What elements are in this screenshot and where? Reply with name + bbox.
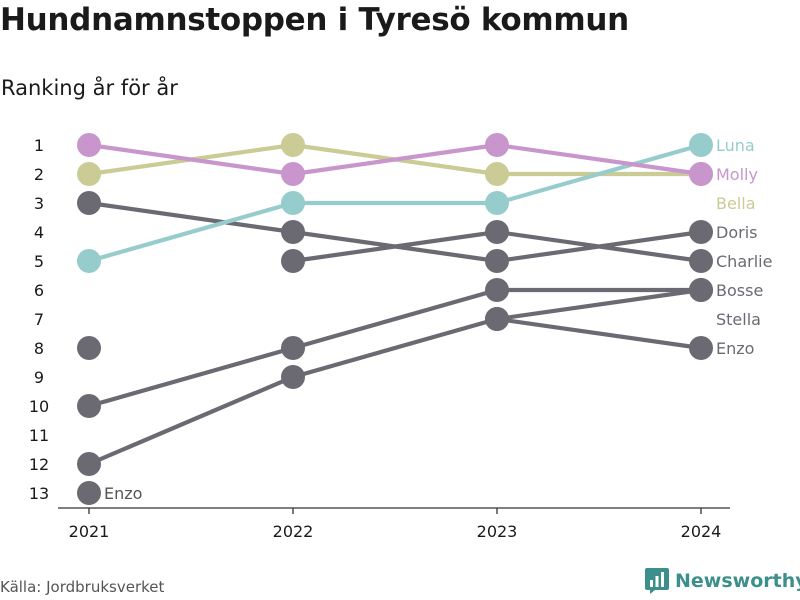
x-tick-label: 2022	[273, 522, 314, 541]
series-point	[485, 249, 509, 273]
series-point	[281, 365, 305, 389]
series-enzo	[77, 307, 713, 360]
series-point	[281, 220, 305, 244]
y-tick-label: 4	[34, 223, 44, 242]
series-point	[689, 278, 713, 302]
end-label-luna: Luna	[716, 136, 755, 155]
end-label-bosse: Bosse	[716, 281, 763, 300]
y-tick-label: 3	[34, 194, 44, 213]
series-point	[485, 307, 509, 331]
chart-title: Hundnamnstoppen i Tyresö kommun	[0, 2, 629, 38]
series-point	[689, 133, 713, 157]
x-axis: 2021 2022 2023 2024	[58, 507, 730, 541]
series-point	[281, 162, 305, 186]
series-point	[689, 249, 713, 273]
series-molly	[77, 133, 713, 186]
series-point	[77, 394, 101, 418]
end-label-charlie: Charlie	[716, 252, 772, 271]
y-tick-label: 12	[29, 455, 49, 474]
series-point	[485, 133, 509, 157]
series-line	[290, 316, 500, 380]
bar-chart-icon	[645, 568, 669, 594]
series-line	[290, 287, 500, 351]
series-point	[77, 481, 101, 505]
series-point	[77, 336, 101, 360]
end-label-stella: Stella	[716, 310, 761, 329]
x-tick-label: 2024	[681, 522, 722, 541]
series-line	[86, 142, 296, 177]
end-label-molly: Molly	[716, 165, 758, 184]
point-label: Enzo	[104, 484, 142, 503]
y-tick-label: 8	[34, 339, 44, 358]
series-line	[494, 316, 704, 351]
series-point	[77, 249, 101, 273]
end-label-enzo: Enzo	[716, 339, 754, 358]
series-point	[77, 162, 101, 186]
series-line	[494, 142, 704, 206]
source-note: Källa: Jordbruksverket	[0, 578, 165, 596]
y-tick-label: 10	[29, 397, 49, 416]
series-point	[485, 278, 509, 302]
series-point	[281, 336, 305, 360]
series-point	[281, 133, 305, 157]
series-line	[494, 229, 704, 264]
series-group	[77, 133, 713, 476]
end-label-bella: Bella	[716, 194, 756, 213]
brand-logo[interactable]: Newsworthy	[645, 568, 800, 594]
series-luna	[77, 133, 713, 273]
chart-subtitle: Ranking år för år	[1, 76, 178, 100]
series-point	[77, 133, 101, 157]
series-charlie	[281, 220, 713, 273]
series-point	[281, 249, 305, 273]
series-point	[485, 220, 509, 244]
y-tick-label: 6	[34, 281, 44, 300]
series-point	[689, 162, 713, 186]
series-point	[281, 191, 305, 215]
y-tick-label: 9	[34, 368, 44, 387]
series-point	[689, 336, 713, 360]
series-line	[494, 142, 704, 177]
series-line	[86, 200, 296, 235]
brand-name: Newsworthy	[675, 570, 800, 592]
series-point	[689, 220, 713, 244]
series-line	[86, 345, 296, 409]
series-point	[485, 162, 509, 186]
series-point	[77, 452, 101, 476]
series-line	[290, 229, 500, 264]
series-line	[290, 142, 500, 177]
series-line	[494, 287, 704, 322]
series-stella	[77, 278, 713, 476]
x-tick-label: 2021	[69, 522, 110, 541]
series-point	[485, 191, 509, 215]
end-label-doris: Doris	[716, 223, 757, 242]
y-tick-label: 5	[34, 252, 44, 271]
y-tick-label: 1	[34, 136, 44, 155]
y-tick-label: 7	[34, 310, 44, 329]
x-tick-label: 2023	[477, 522, 518, 541]
y-tick-label: 2	[34, 165, 44, 184]
series-line	[86, 374, 296, 467]
y-tick-label: 11	[29, 426, 49, 445]
end-labels: Luna Molly Bella Doris Charlie Bosse Stella Enz…	[716, 136, 772, 358]
series-point	[77, 191, 101, 215]
series-line	[86, 200, 296, 264]
y-tick-label: 13	[29, 484, 49, 503]
